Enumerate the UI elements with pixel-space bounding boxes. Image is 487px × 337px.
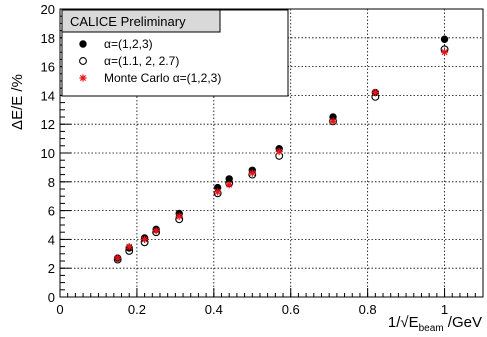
y-tick-label: 12 (41, 117, 55, 132)
mc-star-point (225, 181, 233, 189)
legend-items: α=(1,2,3) α=(1.1, 2, 2.7) Monte Carlo α=(1… (79, 37, 221, 85)
x-tick-labels: 0 0.2 0.4 0.6 0.8 1 (56, 302, 448, 317)
mc-star-point (275, 147, 283, 156)
mc-star-point (440, 48, 449, 56)
x-tick-label: 0.2 (128, 302, 146, 317)
x-axis-label-suffix: /GeV (444, 314, 482, 331)
x-tick-label: 0.8 (359, 302, 377, 317)
y-tick-label: 20 (41, 2, 55, 17)
y-tick-label: 10 (41, 146, 55, 161)
data-points (113, 35, 449, 264)
mc-star-point (175, 212, 183, 220)
mc-star-point (125, 243, 133, 251)
x-tick-label: 0 (56, 302, 63, 317)
plot-frame (59, 8, 484, 298)
y-tick-labels: 0 2 4 6 8 10 12 14 16 18 20 (41, 2, 55, 305)
y-tick-label: 2 (48, 261, 55, 276)
legend-title: CALICE Preliminary (70, 14, 186, 29)
y-tick-label: 16 (41, 60, 55, 75)
legend-marker (79, 40, 87, 48)
y-tick-label: 18 (41, 31, 55, 46)
legend-marker (79, 74, 87, 82)
x-axis-label: 1/√Ebeam /GeV (388, 314, 482, 334)
y-tick-label: 4 (48, 232, 55, 247)
x-tick-label: 0.6 (282, 302, 300, 317)
y-tick-label: 6 (48, 204, 55, 219)
x-axis-label-subscript: beam (419, 323, 444, 334)
mc-star-point (214, 188, 222, 196)
legend: CALICE Preliminary α=(1,2,3) α=(1.1, 2, 2… (61, 9, 289, 97)
mc-star-point (371, 88, 379, 97)
legend-title-box (61, 9, 221, 33)
x-axis-label-prefix: 1/√E (388, 314, 419, 331)
y-tick-label: 14 (41, 88, 55, 103)
legend-entry-label: α=(1,2,3) (104, 37, 153, 51)
x-tick-label: 1 (441, 302, 448, 317)
mc-star-point (141, 235, 149, 243)
y-axis-label: ΔE/E /% (9, 74, 26, 130)
mc-star-point (329, 117, 337, 125)
black-dot-point (440, 35, 449, 43)
x-tick-label: 0.4 (205, 302, 223, 317)
mc-star-point (114, 254, 122, 262)
legend-marker (79, 57, 87, 65)
legend-entry-label: Monte Carlo α=(1,2,3) (104, 71, 221, 85)
y-tick-label: 8 (48, 175, 55, 190)
legend-entry-label: α=(1.1, 2, 2.7) (104, 54, 179, 68)
mc-star-point (248, 169, 256, 177)
y-tick-label: 0 (48, 290, 55, 305)
mc-star-point (152, 227, 160, 235)
